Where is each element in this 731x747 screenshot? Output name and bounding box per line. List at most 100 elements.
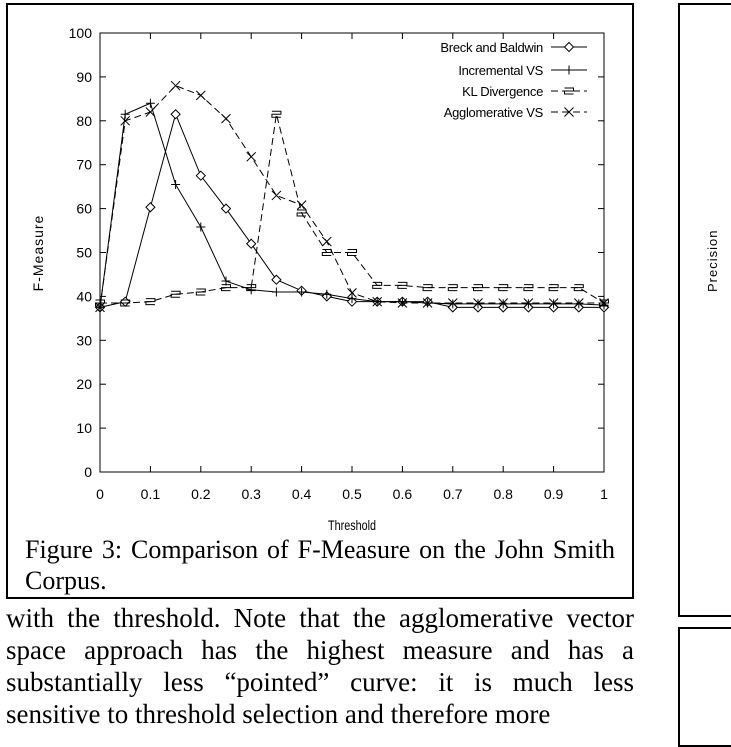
data-point-square — [473, 284, 483, 292]
legend-label: KL Divergence — [462, 84, 543, 99]
data-point-plus — [549, 299, 559, 309]
data-point-plus — [120, 109, 130, 119]
chart-series — [94, 80, 610, 313]
data-point-square — [95, 299, 105, 307]
data-point-x — [473, 298, 483, 308]
data-point-x — [599, 298, 609, 308]
data-point-plus — [322, 289, 332, 299]
data-point-diamond — [119, 296, 131, 307]
x-tick-label: 0.4 — [292, 486, 312, 502]
data-point-square — [548, 284, 559, 292]
data-point-square — [246, 284, 257, 292]
data-point-plus — [397, 297, 407, 307]
y-tick-label: 0 — [84, 464, 92, 480]
data-point-x — [145, 107, 156, 117]
data-point-plus — [523, 299, 533, 309]
body-paragraph: with the threshold. Note that the agglom… — [6, 602, 634, 730]
figure-caption: Figure 3: Comparison of F-Measure on the… — [25, 535, 615, 595]
data-point-plus — [564, 65, 574, 75]
series-line — [99, 112, 604, 308]
data-point-x — [372, 296, 383, 307]
y-tick-label: 80 — [76, 113, 92, 129]
right-figure-frame-lower — [678, 627, 731, 747]
right-figure-y-axis-label: Precision — [705, 229, 720, 292]
data-point-square — [573, 284, 584, 292]
data-point-diamond — [170, 109, 181, 120]
body-line: space approach has the highest measure a… — [6, 635, 634, 665]
data-point-square — [221, 284, 231, 292]
data-point-square — [271, 110, 282, 118]
data-point-square — [397, 281, 408, 289]
data-point-plus — [448, 299, 458, 309]
y-tick-label: 90 — [76, 69, 92, 85]
body-line: with the threshold. Note that the agglom… — [6, 603, 634, 633]
data-point-square — [564, 87, 574, 95]
x-tick-label: 0.1 — [141, 486, 161, 502]
x-tick-label: 0.8 — [493, 486, 513, 502]
data-point-x — [347, 288, 357, 298]
body-line: substantially less “pointed” curve: it i… — [6, 667, 634, 697]
y-axis-label: F-Measure — [30, 215, 46, 292]
y-tick-label: 40 — [76, 288, 92, 304]
data-point-diamond — [245, 238, 257, 249]
data-point-plus — [599, 300, 609, 310]
y-tick-label: 50 — [76, 245, 92, 261]
data-point-x — [564, 107, 574, 117]
data-point-square — [296, 209, 307, 217]
y-tick-label: 100 — [69, 25, 93, 41]
chart-axes: 0 0.1 0.2 0.3 0.4 0.5 0.6 0.7 0.8 0.9 101020304050… — [69, 25, 608, 502]
data-point-square — [372, 281, 383, 289]
data-point-x — [296, 200, 307, 210]
figure-frame — [6, 3, 634, 599]
data-point-x — [548, 298, 559, 308]
data-point-diamond — [145, 202, 156, 213]
data-point-x — [246, 151, 257, 162]
series-breck-and-baldwin — [94, 109, 610, 313]
data-point-square — [498, 284, 509, 292]
data-point-x — [447, 298, 458, 308]
x-tick-label: 0 — [96, 486, 104, 502]
data-point-square — [321, 249, 332, 256]
data-point-plus — [145, 98, 155, 108]
data-point-plus — [271, 287, 281, 297]
series-incremental-vs — [95, 98, 609, 312]
f-measure-chart: 0 0.1 0.2 0.3 0.4 0.5 0.6 0.7 0.8 0.9 101020304050… — [30, 25, 610, 533]
data-point-plus — [297, 287, 307, 297]
data-point-x — [271, 190, 282, 201]
body-line: sensitive to threshold selection and the… — [6, 699, 551, 729]
data-point-square — [523, 284, 534, 292]
data-point-x — [498, 298, 509, 308]
data-point-plus — [498, 299, 508, 309]
y-tick-label: 70 — [76, 157, 92, 173]
data-point-plus — [574, 299, 584, 309]
series-agglomerative-vs — [95, 80, 609, 313]
chart-legend: Breck and Baldwin Incremental VS KL Diverg… — [440, 40, 587, 120]
x-tick-label: 0.6 — [393, 486, 413, 502]
data-point-square — [347, 249, 357, 256]
data-point-diamond — [195, 170, 207, 181]
x-tick-label: 0.7 — [443, 486, 463, 502]
y-tick-label: 20 — [76, 376, 92, 392]
data-point-square — [145, 298, 156, 306]
data-point-x — [95, 302, 105, 313]
data-point-x — [321, 236, 332, 247]
data-point-plus — [246, 285, 256, 295]
series-line — [100, 114, 605, 304]
data-point-diamond — [563, 41, 575, 53]
x-tick-label: 0.9 — [544, 486, 564, 502]
legend-label: Incremental VS — [458, 63, 543, 78]
data-point-plus — [473, 299, 483, 309]
data-point-plus — [347, 294, 357, 304]
data-point-x — [221, 113, 231, 124]
data-point-diamond — [271, 274, 282, 285]
series-kl-divergence — [95, 110, 609, 307]
data-point-plus — [171, 179, 181, 189]
x-tick-label: 0.3 — [241, 486, 261, 502]
data-point-plus — [221, 276, 231, 286]
data-point-x — [523, 298, 534, 308]
y-tick-label: 10 — [76, 420, 92, 436]
data-point-square — [447, 284, 458, 292]
data-point-diamond — [220, 203, 232, 214]
data-point-square — [195, 288, 206, 296]
data-point-x — [573, 298, 584, 308]
